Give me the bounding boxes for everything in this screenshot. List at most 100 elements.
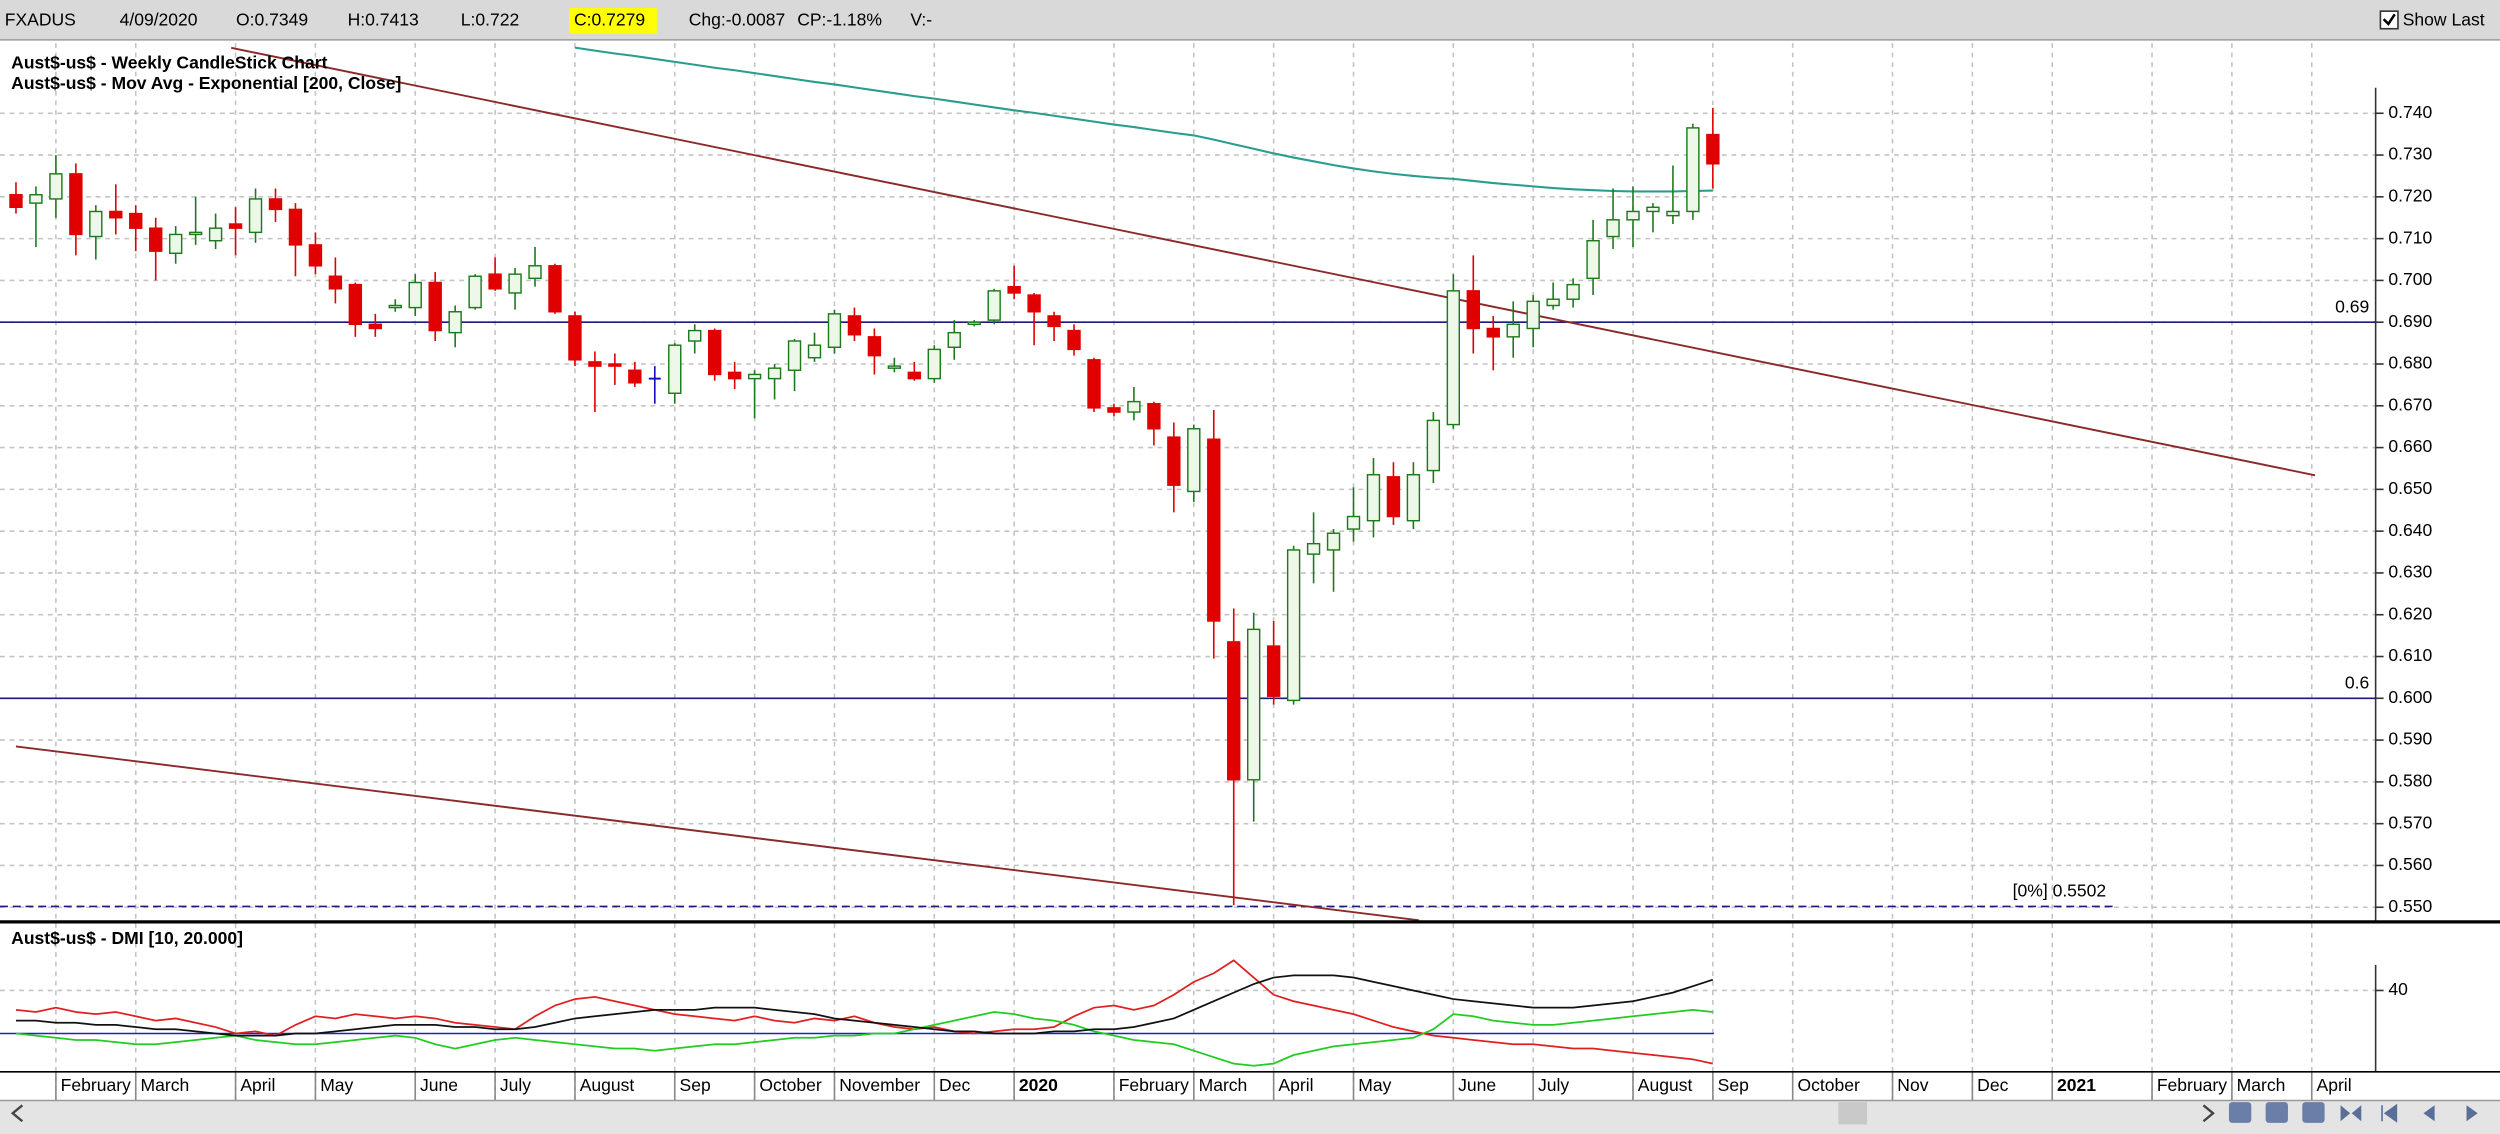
scroll-right[interactable] [2202, 1104, 2215, 1123]
y-tick-label: 40 [2388, 979, 2408, 999]
close: C:0.7279 [574, 9, 645, 29]
dmi-line [15, 959, 1714, 1065]
zoom-button[interactable] [2302, 1102, 2325, 1123]
candle-body [89, 210, 103, 238]
y-tick-label: 0.740 [2388, 102, 2432, 122]
candle-body [428, 281, 442, 332]
candle-body [1007, 285, 1021, 294]
show-last-label[interactable]: Show Last [2403, 9, 2485, 29]
x-tick-label: April [240, 1075, 275, 1095]
y-tick-label: 0.690 [2388, 311, 2432, 331]
candle-body [1326, 532, 1341, 551]
candle-body [807, 344, 822, 359]
x-tick-label: March [141, 1075, 190, 1095]
candle-body [9, 194, 23, 209]
x-tick-label: October [759, 1075, 822, 1095]
trend-line [15, 745, 1420, 922]
volume: V:- [910, 9, 932, 29]
x-tick-label: Sep [1718, 1075, 1749, 1095]
y-tick-label: 0.580 [2388, 771, 2432, 791]
candle-body [827, 313, 842, 349]
candle-body [1306, 542, 1321, 555]
x-tick-label: June [420, 1075, 458, 1095]
y-tick-label: 0.620 [2388, 603, 2432, 623]
y-tick-label: 0.640 [2388, 520, 2432, 540]
candle-body [927, 348, 941, 380]
candle-body [568, 315, 582, 361]
x-tick-label: Dec [939, 1075, 970, 1095]
prev-button[interactable] [2423, 1105, 2435, 1122]
candle-body [1526, 300, 1540, 330]
horizontal-line-label: [0%] 0.5502 [2013, 881, 2107, 901]
x-tick-label: April [2317, 1075, 2352, 1095]
fit-button[interactable] [2340, 1105, 2362, 1122]
low: L:0.722 [461, 9, 519, 29]
y-tick-label: 0.600 [2388, 687, 2432, 707]
y-tick-label: 0.730 [2388, 144, 2432, 164]
candle-body [1107, 407, 1121, 413]
candle-body [468, 275, 482, 309]
candle-body [548, 265, 562, 313]
x-tick-label: Sep [680, 1075, 711, 1095]
candle-body [508, 273, 522, 294]
candle-body [328, 275, 343, 290]
high: H:0.7413 [348, 9, 419, 29]
y-tick-label: 0.550 [2388, 896, 2432, 916]
y-tick-label: 0.680 [2388, 353, 2432, 373]
x-tick-label: June [1458, 1075, 1496, 1095]
y-tick-label: 0.650 [2388, 478, 2432, 498]
x-tick-label: April [1278, 1075, 1313, 1095]
toolbar [0, 0, 2500, 40]
trend-line [230, 46, 2316, 477]
close-highlight [569, 7, 657, 34]
candle-body [1446, 290, 1461, 426]
candle-body [149, 227, 163, 252]
checkmark [2382, 13, 2396, 26]
candle-body [208, 227, 223, 242]
candle-body [408, 281, 422, 309]
candle-body [1266, 645, 1281, 697]
scroll-thumb[interactable] [1838, 1102, 1868, 1125]
candle-body [1207, 438, 1221, 622]
candle-body [1706, 133, 1720, 165]
candle-body [1027, 294, 1041, 313]
candle-body [488, 273, 502, 290]
dmi-line [15, 1008, 1713, 1067]
candle-body [1127, 400, 1141, 413]
candle-body [109, 210, 123, 219]
candle-body [628, 369, 642, 384]
candle-body [1466, 290, 1480, 330]
x-tick-label: Dec [1977, 1075, 2008, 1095]
candle-body [308, 244, 323, 267]
x-tick-label: February [2157, 1075, 2227, 1095]
first-button[interactable] [2381, 1103, 2398, 1123]
x-tick-label: May [320, 1075, 353, 1095]
candle-body [268, 198, 283, 211]
horizontal-line-label: 0.6 [2345, 673, 2369, 693]
dmi-line [15, 974, 1714, 1037]
next-button[interactable] [2466, 1105, 2478, 1122]
candle-body [448, 311, 462, 334]
candle-body [1626, 210, 1640, 221]
candle-body [907, 371, 922, 380]
candle-body [1227, 641, 1241, 781]
candle-body [1247, 628, 1261, 781]
candle-body [1087, 359, 1101, 409]
x-tick-label: August [580, 1075, 635, 1095]
y-tick-label: 0.670 [2388, 394, 2432, 414]
candle-body [1566, 283, 1580, 300]
candle-body [1686, 127, 1700, 213]
zoom-button[interactable] [2228, 1102, 2252, 1123]
candle-body [1666, 210, 1680, 217]
y-tick-label: 0.590 [2388, 729, 2432, 749]
x-tick-label: February [1119, 1075, 1189, 1095]
scroll-left[interactable] [10, 1104, 24, 1123]
candle-body [1047, 315, 1061, 328]
candle-body [528, 265, 542, 280]
x-tick-label: 2020 [1019, 1075, 1058, 1095]
candle-body [1187, 428, 1201, 493]
scrollbar [0, 1100, 2500, 1134]
candle-body [1147, 402, 1161, 430]
zoom-button[interactable] [2265, 1102, 2288, 1123]
